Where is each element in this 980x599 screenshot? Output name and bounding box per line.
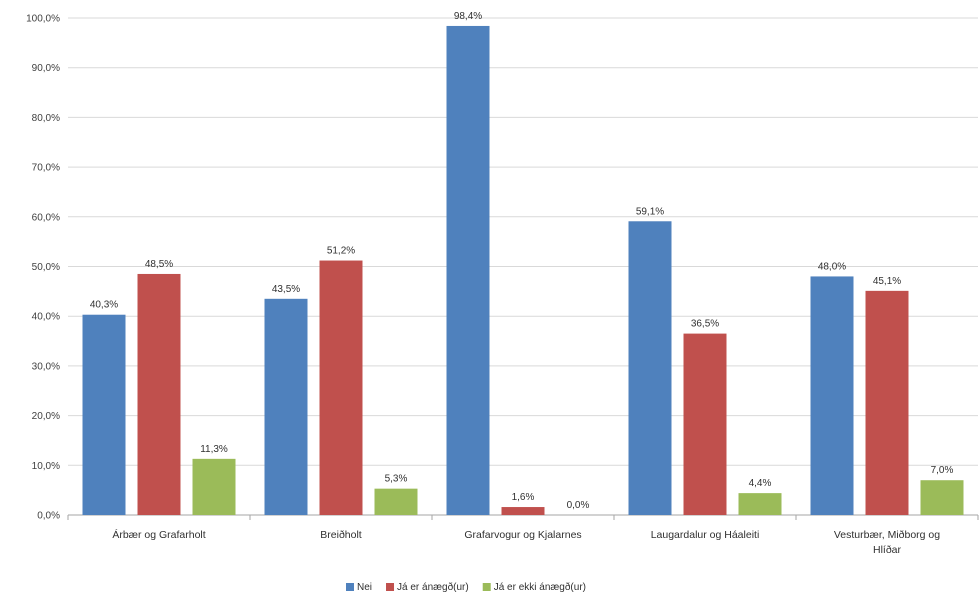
y-tick-label: 10,0% [32,461,60,472]
y-tick-label: 60,0% [32,212,60,223]
legend-label: Já er ekki ánægð(ur) [494,581,586,593]
bar [501,507,545,515]
category-label: Vesturbær, Miðborg og [834,529,940,541]
data-label: 1,6% [512,492,535,503]
legend-swatch [346,583,354,591]
x-axis: Árbær og Grafarholt Breiðholt Grafarvogur … [67,515,979,556]
legend-label: Já er ánægð(ur) [397,581,469,593]
category-label: Hlíðar [873,544,902,556]
bar [319,260,363,515]
bar [865,290,909,515]
data-label: 48,0% [818,261,846,272]
y-tick-label: 0,0% [37,511,60,522]
bar [374,488,418,515]
data-label: 98,4% [454,11,482,22]
y-tick-label: 30,0% [32,361,60,372]
data-label: 43,5% [272,284,300,295]
data-label: 0,0% [567,500,590,511]
bar [738,493,782,515]
legend-label: Nei [357,582,372,593]
data-label: 51,2% [327,246,355,257]
data-labels: 40,3% 48,5% 11,3% 43,5% 51,2% 5,3% 98,4% 1,6% 0,… [90,11,954,511]
data-label: 48,5% [145,259,173,270]
data-label: 5,3% [385,474,408,485]
bar [628,221,672,515]
y-tick-label: 100,0% [26,14,60,25]
data-label: 7,0% [931,465,954,476]
bar [920,480,964,515]
y-tick-label: 20,0% [32,411,60,422]
bar [192,458,236,515]
legend-swatch [386,583,395,591]
data-label: 11,3% [200,444,228,455]
legend: Nei Já er ánægð(ur) Já er ekki ánægð(ur) [346,581,586,593]
data-label: 40,3% [90,300,118,311]
y-tick-label: 40,0% [32,312,60,323]
bar [137,273,181,515]
bar [810,276,854,515]
bars [82,25,964,516]
bar [264,298,308,515]
y-tick-label: 70,0% [32,163,60,174]
category-label: Grafarvogur og Kjalarnes [464,529,581,541]
data-label: 4,4% [749,478,772,489]
y-tick-label: 80,0% [32,113,60,124]
category-label: Árbær og Grafarholt [112,528,205,541]
data-label: 36,5% [691,319,719,330]
y-tick-label: 90,0% [32,63,60,74]
category-label: Laugardalur og Háaleiti [651,529,760,541]
y-tick-label: 50,0% [32,262,60,273]
data-label: 45,1% [873,276,901,287]
bar [683,333,727,515]
legend-swatch [482,583,491,591]
bar [446,25,490,516]
bar [82,314,126,515]
category-label: Breiðholt [320,529,362,541]
data-label: 59,1% [636,206,664,217]
